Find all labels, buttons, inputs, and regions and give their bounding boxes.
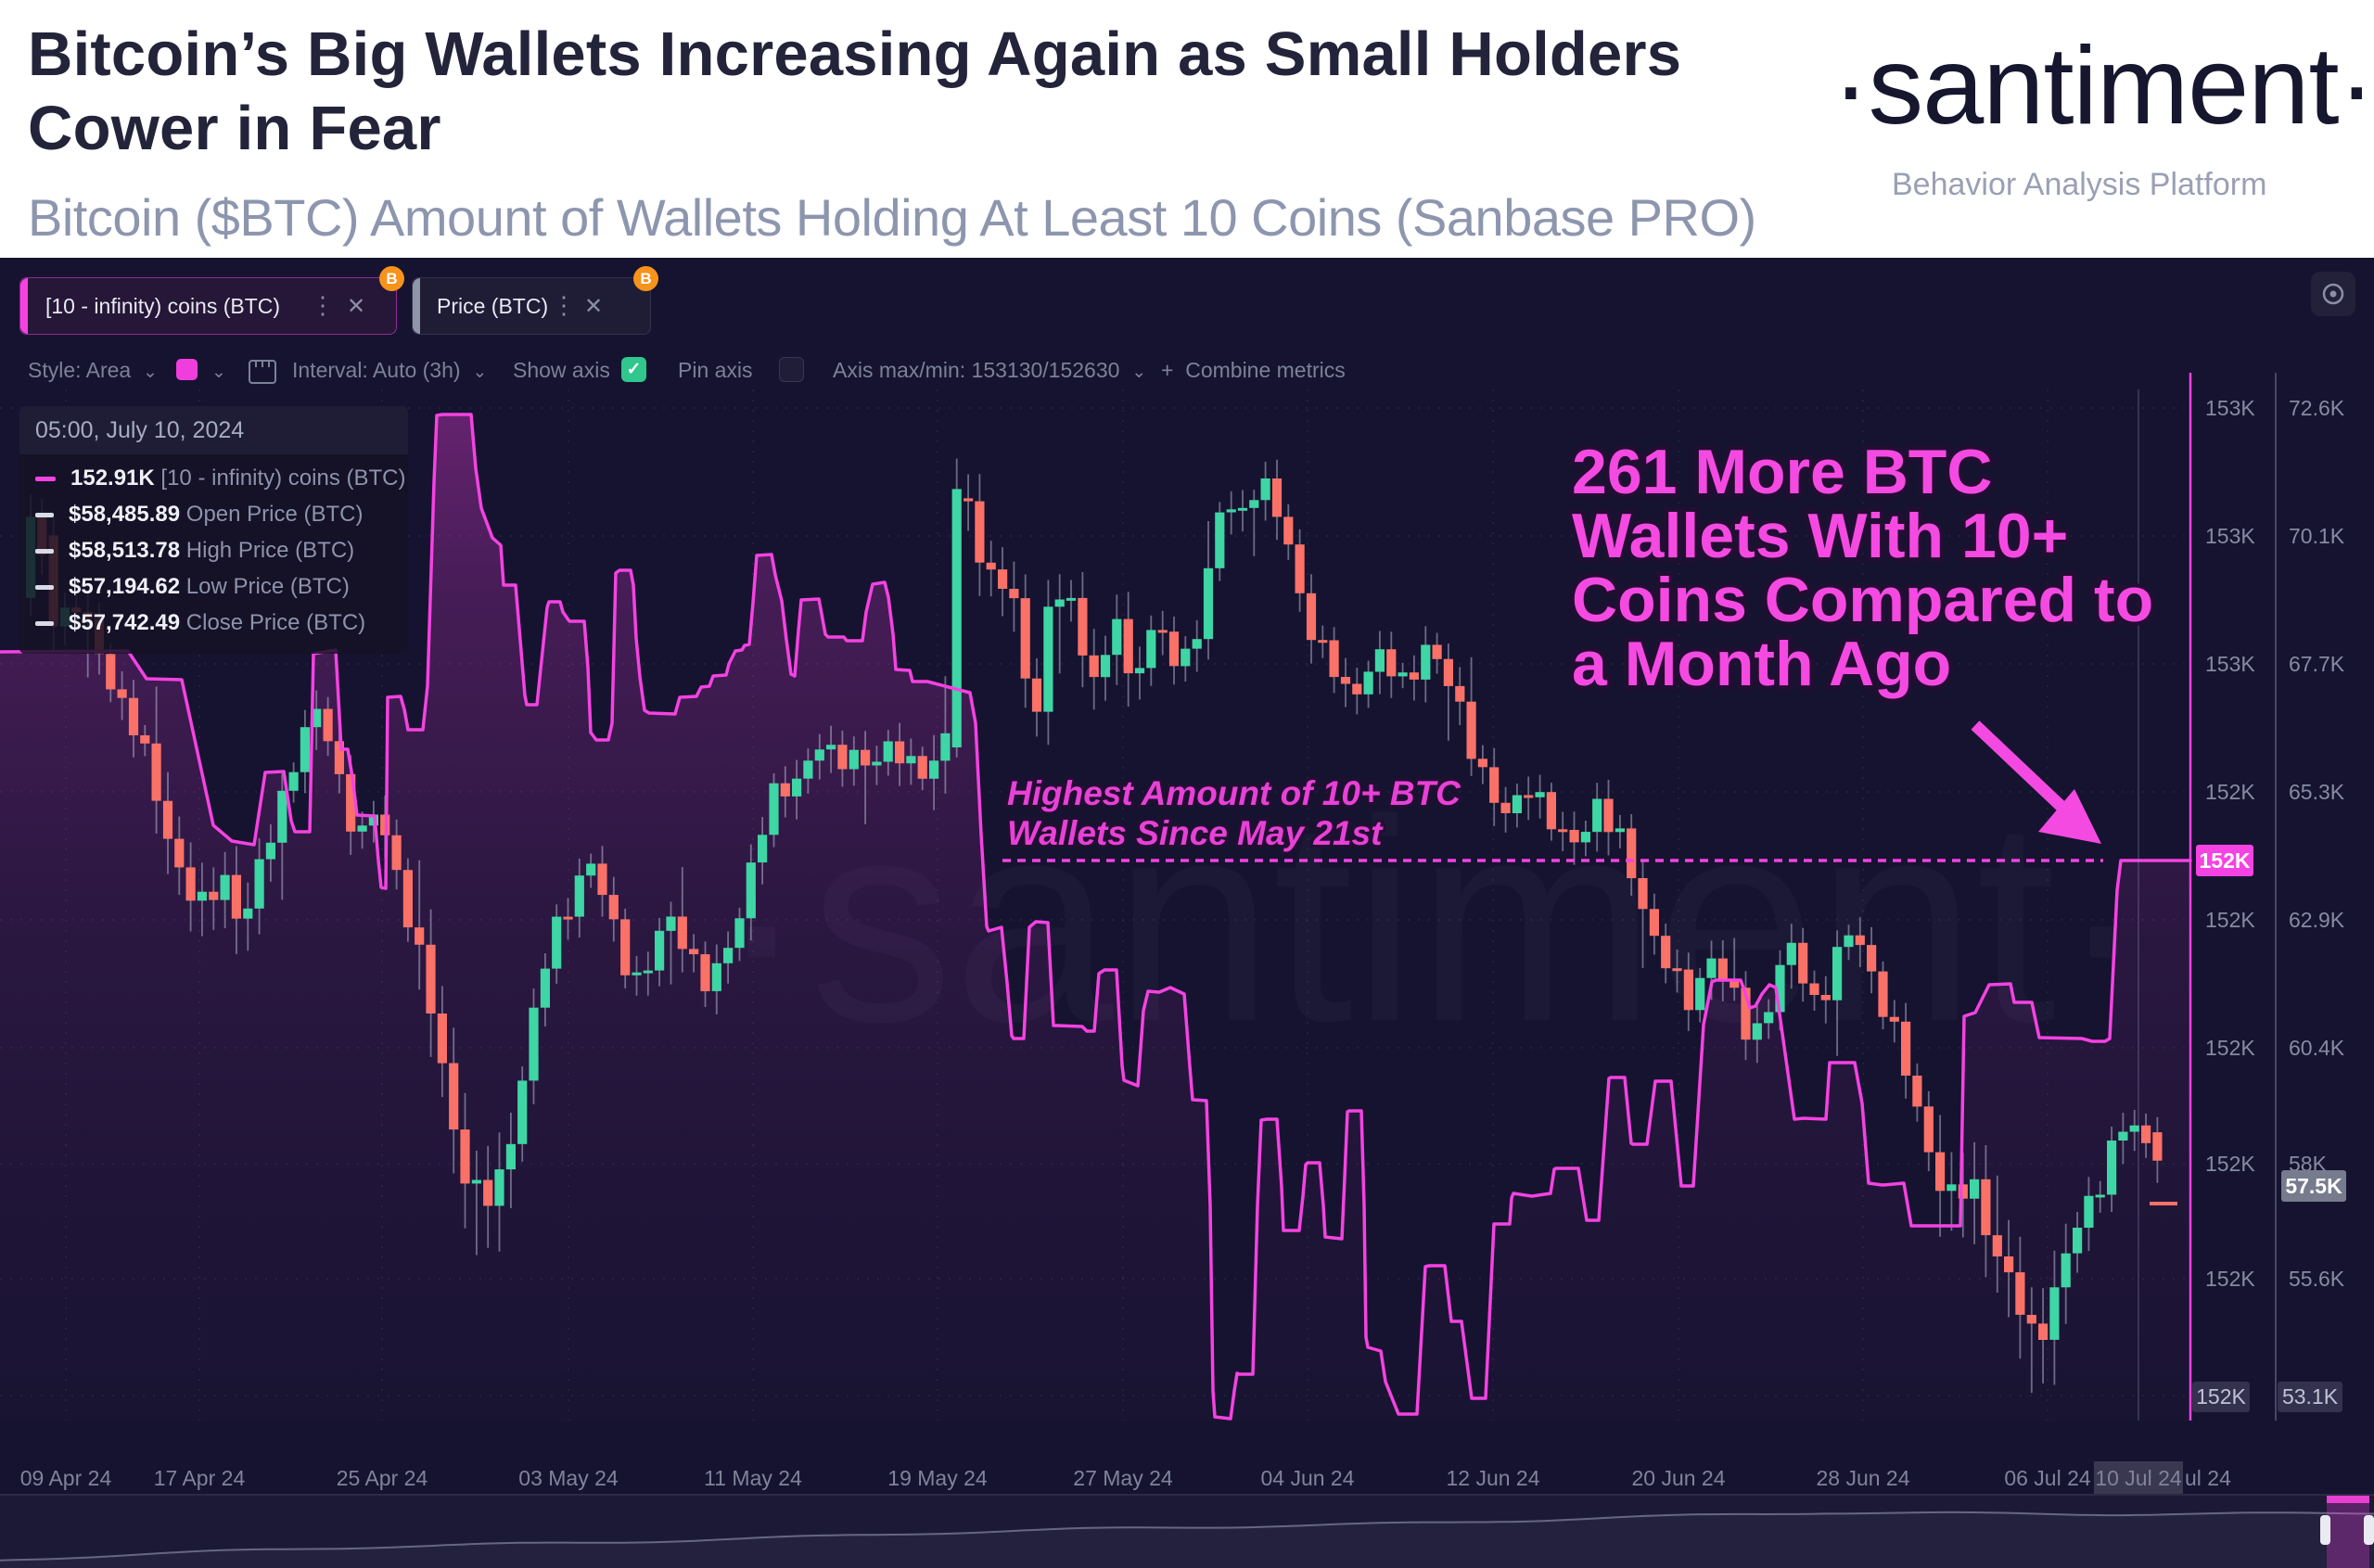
svg-text:12 Jun 24: 12 Jun 24 xyxy=(1446,1466,1539,1490)
svg-text:19 May 24: 19 May 24 xyxy=(887,1466,988,1490)
svg-text:152K: 152K xyxy=(2205,1152,2255,1176)
svg-text:62.9K: 62.9K xyxy=(2289,908,2345,932)
svg-text:152K: 152K xyxy=(2205,1036,2255,1060)
svg-text:17 Apr 24: 17 Apr 24 xyxy=(154,1466,246,1490)
svg-text:72.6K: 72.6K xyxy=(2289,396,2345,420)
svg-text:152K: 152K xyxy=(2196,1384,2246,1409)
svg-text:06 Jul 24: 06 Jul 24 xyxy=(2004,1466,2091,1490)
svg-text:153K: 153K xyxy=(2205,396,2255,420)
svg-text:65.3K: 65.3K xyxy=(2289,780,2345,804)
svg-text:Wallets With 10+: Wallets With 10+ xyxy=(1572,501,2068,571)
svg-text:25 Apr 24: 25 Apr 24 xyxy=(337,1466,428,1490)
svg-text:Coins Compared to: Coins Compared to xyxy=(1572,565,2153,635)
svg-text:53.1K: 53.1K xyxy=(2282,1384,2339,1409)
svg-text:04 Jun 24: 04 Jun 24 xyxy=(1260,1466,1354,1490)
svg-text:03 May 24: 03 May 24 xyxy=(518,1466,619,1490)
svg-text:Highest Amount of 10+ BTC: Highest Amount of 10+ BTC xyxy=(1007,774,1461,812)
svg-text:261 More BTC: 261 More BTC xyxy=(1572,437,1992,507)
svg-text:152K: 152K xyxy=(2200,848,2251,873)
svg-text:10 Jul 24: 10 Jul 24 xyxy=(2095,1466,2182,1490)
svg-text:28 Jun 24: 28 Jun 24 xyxy=(1816,1466,1909,1490)
svg-text:67.7K: 67.7K xyxy=(2289,652,2345,676)
svg-text:152K: 152K xyxy=(2205,908,2255,932)
svg-text:09 Apr 24: 09 Apr 24 xyxy=(20,1466,112,1490)
svg-text:57.5K: 57.5K xyxy=(2285,1174,2342,1198)
svg-text:a Month Ago: a Month Ago xyxy=(1572,629,1951,699)
svg-text:60.4K: 60.4K xyxy=(2289,1036,2345,1060)
svg-text:153K: 153K xyxy=(2205,652,2255,676)
svg-text:Wallets Since May 21st: Wallets Since May 21st xyxy=(1007,814,1384,852)
svg-text:55.6K: 55.6K xyxy=(2289,1267,2345,1291)
svg-text:ul 24: ul 24 xyxy=(2185,1466,2231,1490)
svg-text:70.1K: 70.1K xyxy=(2289,524,2345,548)
svg-text:11 May 24: 11 May 24 xyxy=(704,1466,802,1490)
svg-text:152K: 152K xyxy=(2205,1267,2255,1291)
svg-text:153K: 153K xyxy=(2205,524,2255,548)
svg-text:152K: 152K xyxy=(2205,780,2255,804)
svg-text:20 Jun 24: 20 Jun 24 xyxy=(1631,1466,1725,1490)
svg-text:27 May 24: 27 May 24 xyxy=(1073,1466,1173,1490)
